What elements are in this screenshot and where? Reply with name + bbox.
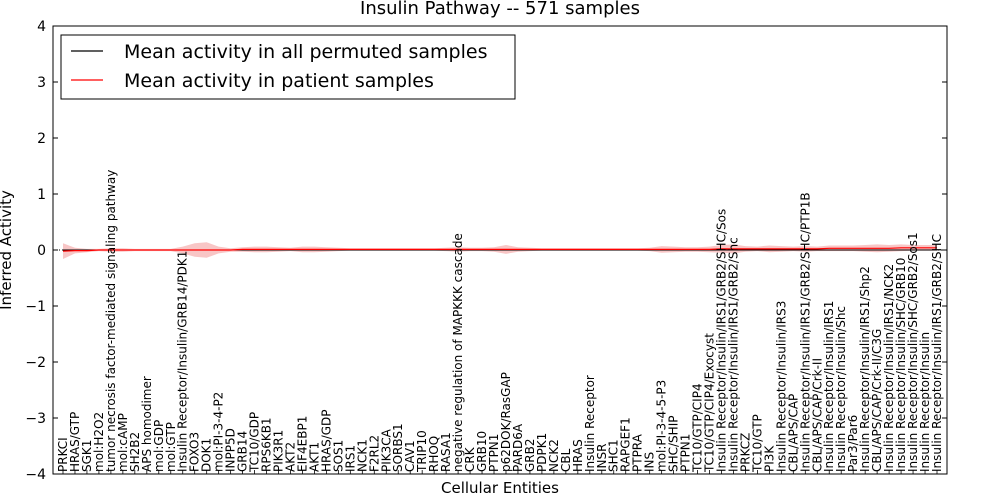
x-tick-label: TC10/GDP [248,412,262,473]
x-tick-label: DOK1 [200,438,214,472]
x-tick-label: PDPK1 [535,433,549,472]
x-tick-label: PRKCI [56,437,70,472]
x-tick-label: Par3/Par6 [846,415,860,472]
x-tick-label: FOXO3 [188,432,202,472]
x-tick-label: PTPN1 [487,434,501,472]
legend-box [60,34,516,100]
y-axis-label: Inferred Activity [0,190,15,310]
series-line-patient [62,247,937,252]
x-tick-label: HRAS/GDP [319,409,333,472]
y-tick-label: 1 [37,187,46,203]
x-tick-label: mol:GTP [164,422,178,472]
x-tick-label: CAV1 [403,440,417,472]
x-tick-label: CBL/APS/CAP/Crk-II/C3G [870,329,884,472]
x-tick-label: RASA1 [439,432,453,472]
x-tick-label: CBL [559,448,573,472]
x-tick-label: Insulin Receptor [583,375,597,472]
y-tick-label: 2 [37,131,46,147]
x-tick-label: TRIP10 [415,430,429,473]
x-tick-label: SGK1 [80,440,94,472]
x-tick-label: SHC1 [607,439,621,472]
x-tick-label: Insulin Receptor/Insulin/IRS1/GRB2/Shc [727,237,741,472]
x-tick-label: F2RL2 [367,435,381,472]
x-tick-label: Insulin Receptor/Insulin/IRS1/NCK2 [882,264,896,472]
x-tick-label: tumor necrosis factor-mediated signaling… [104,170,118,472]
x-tick-label: PIK3CA [379,428,393,472]
patient-confidence-band [63,242,937,259]
x-tick-label: NCK1 [355,439,369,472]
x-tick-label: SHC/SHIP [667,416,681,472]
x-tick-label: Insulin Receptor/Insulin/IRS1/GRB2/SHC/P… [798,192,812,472]
x-tick-label: RHOQ [427,436,441,472]
x-tick-label: SH2B2 [128,432,142,472]
y-tick-label: −3 [25,411,46,427]
x-tick-label: HRAS [571,439,585,472]
x-tick-label: TC10/GTP/CIP4/Exocyst [703,333,717,473]
x-tick-label: RAPGEF1 [619,417,633,472]
x-tick-label: SORBS1 [391,423,405,472]
x-tick-label: AKT2 [284,442,298,472]
x-tick-label: PTPN1 [679,434,693,472]
x-tick-label: mol:cAMP [116,413,130,472]
x-tick-label: RPS6KB1 [260,417,274,472]
y-tick-label: 3 [37,75,46,91]
x-tick-label: mol:PI-3-4-5-P3 [655,380,669,472]
x-tick-label: PIK3R1 [272,430,286,472]
x-tick-label: INPP5D [224,428,238,472]
x-tick-label: Insulin Receptor/Insulin/IRS3 [774,301,788,472]
legend: Mean activity in all permuted samples Mea… [60,34,516,100]
x-tick-label: Insulin Receptor/Insulin/IRS1 [822,301,836,472]
x-tick-label: GRB2 [523,438,537,472]
y-tick-label: −1 [25,299,46,315]
x-tick-label: p62DOK/RasGAP [499,372,513,472]
x-tick-label: mol:PI-3-4-P2 [212,392,226,472]
x-tick-label: APS homodimer [140,376,154,472]
x-tick-label: PTPRA [631,433,645,472]
x-tick-label: GRB10 [475,431,489,472]
plot-area: −4 −3 −2 −1 0 1 2 3 4 PRKCIHRAS/GTPSGK1mol:H2O2tu… [25,19,948,483]
x-tick-label: CBL/APS/CAP [786,394,800,472]
x-tick-label: PRKCZ [738,433,752,472]
x-tick-label: Insulin Receptor/Insulin/Shc [834,306,848,472]
x-tick-label: Insulin Receptor/Insulin/IRS1/GRB2/SHC/S… [715,209,729,472]
y-tick-label: 4 [37,19,46,35]
x-tick-label: Insulin Receptor/Insulin/SHC/GRB10 [894,258,908,472]
x-tick-label: mol:GDP [152,420,166,472]
x-tick-label: mol:H2O2 [92,412,106,472]
y-tick-label: 0 [37,243,46,259]
x-tick-label: TC10/GTP/CIP4 [691,383,705,473]
x-tick-label: PARD6A [511,423,525,472]
x-axis-label: Cellular Entities [441,479,559,497]
x-tick-label: EIF4EBP1 [296,416,310,472]
x-tick-label: INSR [595,444,609,472]
x-tick-label: TC10/GTP [750,414,764,473]
chart-title: Insulin Pathway -- 571 samples [360,0,640,19]
x-tick-label: GRB14 [236,431,250,472]
legend-entry: Mean activity in patient samples [124,70,434,92]
x-tick-label: PI3K [762,445,776,472]
x-tick-label: INS [643,452,657,472]
y-tick-label: −4 [25,467,46,483]
y-tick-label: −2 [25,355,46,371]
x-tick-label: CBL/APS/CAP/Crk-II [810,358,824,472]
x-tick-label: HRAS/GTP [68,412,82,472]
x-tick-label: negative regulation of MAPKKK cascade [451,233,465,472]
x-tick-label: CRK [463,446,477,472]
x-tick-label: Insulin Receptor/Insulin/GRB14/PDK1 [176,251,190,472]
x-tick-label: Insulin Receptor/Insulin/IRS1/GRB2/SHC [930,234,944,472]
x-tick-label: Insulin Receptor/Insulin [918,332,932,472]
x-tick-label: Insulin Receptor/Insulin/IRS1/Shp2 [858,266,872,472]
x-tick-label: NCK2 [547,439,561,472]
legend-entry: Mean activity in all permuted samples [124,41,487,63]
x-tick-label: AKT1 [307,442,321,472]
x-tick-label: SOS1 [331,440,345,472]
x-tick-label: Insulin Receptor/Insulin/SHC/GRB2/Sos1 [906,232,920,472]
x-tick-label: IRS1 [343,445,357,472]
